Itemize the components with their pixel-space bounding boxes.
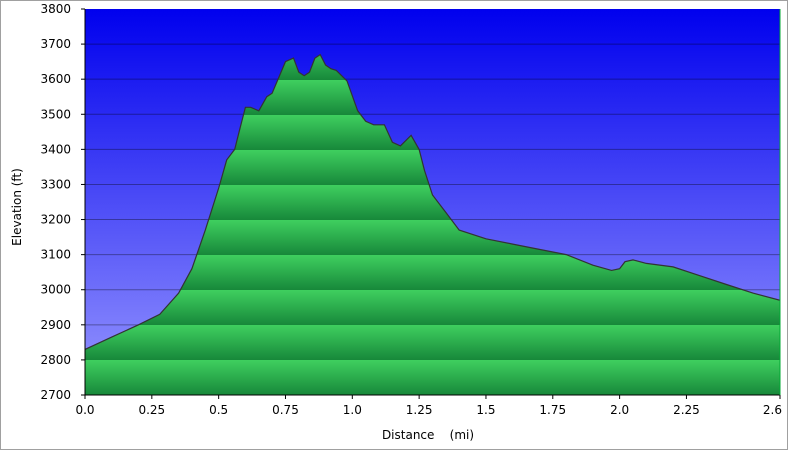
y-tick-label: 3100 — [40, 248, 71, 262]
y-tick-label: 3300 — [40, 177, 71, 191]
y-axis-title: Elevation (ft) — [10, 168, 24, 246]
x-tick-label: 2.0 — [610, 403, 629, 417]
y-tick-label: 3600 — [40, 72, 71, 86]
x-tick-label: 0.75 — [272, 403, 299, 417]
x-tick-label: 1.25 — [406, 403, 433, 417]
y-tick-label: 2800 — [40, 353, 71, 367]
x-tick-label: 1.75 — [539, 403, 566, 417]
y-tick-label: 2900 — [40, 318, 71, 332]
y-tick-label: 2700 — [40, 388, 71, 402]
x-tick-labels: 0.0 0.25 0.5 0.75 1.0 1.25 1.5 1.75 2.0 2.25 2.6 — [75, 395, 782, 417]
y-tick-label: 3200 — [40, 213, 71, 227]
y-tick-label: 3400 — [40, 142, 71, 156]
y-tick-label: 3000 — [40, 283, 71, 297]
x-tick-label: 1.5 — [476, 403, 495, 417]
elevation-line — [85, 53, 780, 350]
y-tick-label: 3800 — [40, 2, 71, 16]
x-tick-label: 0.0 — [75, 403, 94, 417]
y-tick-label: 3700 — [40, 37, 71, 51]
x-tick-label: 2.25 — [673, 403, 700, 417]
x-tick-label: 0.5 — [209, 403, 228, 417]
x-tick-label: 0.25 — [138, 403, 165, 417]
x-axis-title: Distance (mi) — [382, 428, 474, 442]
y-tick-label: 3500 — [40, 107, 71, 121]
y-tick-labels: 2700 2800 2900 3000 3100 3200 3300 3400 3500 3600… — [40, 2, 85, 402]
x-tick-label: 1.0 — [343, 403, 362, 417]
elevation-area — [85, 54, 780, 395]
x-tick-label: 2.6 — [763, 403, 782, 417]
